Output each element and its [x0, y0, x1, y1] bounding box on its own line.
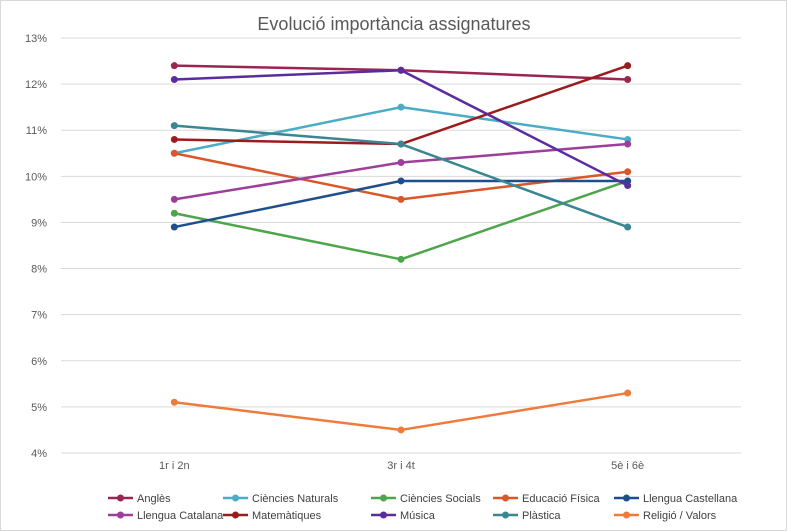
legend-item: Llengua Catalana: [108, 510, 224, 522]
legend-item: Ciències Socials: [371, 493, 481, 505]
data-point: [624, 389, 632, 397]
data-point: [624, 223, 632, 231]
data-point: [624, 62, 632, 70]
y-tick-label: 13%: [25, 33, 47, 45]
data-point: [170, 149, 178, 157]
x-tick-label: 1r i 2n: [159, 460, 190, 472]
chart-title: Evolució importància assignatures: [257, 14, 530, 34]
y-tick-label: 9%: [31, 217, 47, 229]
series-7: [170, 66, 632, 190]
legend-label: Ciències Naturals: [252, 493, 339, 505]
data-point: [170, 195, 178, 203]
y-tick-label: 10%: [25, 171, 47, 183]
y-tick-label: 5%: [31, 402, 47, 414]
legend-label: Religió / Valors: [643, 510, 717, 522]
y-tick-label: 7%: [31, 310, 47, 322]
series-lines: [170, 62, 632, 434]
y-tick-label: 4%: [31, 448, 47, 460]
data-point: [624, 140, 632, 148]
data-point: [170, 398, 178, 406]
data-point: [170, 223, 178, 231]
legend-label: Anglès: [137, 493, 171, 505]
legend-label: Llengua Catalana: [137, 510, 224, 522]
data-point: [624, 168, 632, 176]
legend-swatch-marker: [117, 511, 124, 519]
legend-label: Matemàtiques: [252, 510, 322, 522]
x-tick-label: 5è i 6è: [611, 460, 644, 472]
legend-item: Llengua Castellana: [614, 493, 738, 505]
series-9: [170, 389, 632, 434]
legend-label: Ciències Socials: [400, 493, 481, 505]
y-tick-label: 8%: [31, 264, 47, 276]
legend-item: Anglès: [108, 493, 171, 505]
data-point: [397, 426, 405, 434]
x-tick-label: 3r i 4t: [387, 460, 415, 472]
x-axis-ticks: 1r i 2n 3r i 4t 5è i 6è: [159, 460, 644, 472]
legend-label: Educació Física: [522, 493, 601, 505]
data-point: [397, 159, 405, 166]
legend-swatch-marker: [502, 511, 509, 519]
legend-swatch-marker: [502, 494, 509, 502]
series-8: [170, 122, 632, 231]
series-2: [170, 177, 632, 263]
y-tick-label: 11%: [26, 125, 47, 137]
data-point: [624, 182, 632, 190]
legend-swatch-marker: [117, 494, 124, 502]
series-line: [174, 179, 629, 261]
data-point: [397, 195, 405, 203]
legend-label: Llengua Castellana: [643, 493, 738, 505]
data-point: [624, 76, 632, 83]
legend-item: Ciències Naturals: [223, 493, 339, 505]
legend: Anglès Ciències Naturals Ciències Socials E…: [108, 493, 738, 522]
legend-swatch-marker: [232, 494, 239, 502]
legend-item: Música: [371, 510, 436, 522]
data-point: [397, 177, 405, 185]
data-point: [170, 209, 178, 217]
series-line: [174, 391, 628, 432]
grid-lines: [61, 37, 741, 454]
data-point: [397, 255, 405, 263]
legend-item: Plàstica: [493, 510, 561, 522]
data-point: [397, 103, 405, 111]
series-5: [170, 140, 632, 203]
legend-swatch-marker: [380, 511, 387, 519]
legend-item: Religió / Valors: [614, 510, 717, 522]
legend-swatch-marker: [232, 511, 239, 519]
legend-label: Plàstica: [522, 510, 561, 522]
data-point: [397, 140, 405, 148]
data-point: [170, 62, 178, 70]
legend-item: Matemàtiques: [223, 510, 322, 522]
data-point: [170, 76, 178, 83]
y-axis-ticks: 4% 5% 6% 7% 8% 9% 10% 11% 12% 13%: [25, 33, 47, 460]
y-tick-label: 12%: [25, 79, 47, 91]
data-point: [397, 66, 405, 74]
legend-item: Educació Física: [493, 493, 601, 505]
legend-swatch-marker: [380, 494, 387, 502]
legend-swatch-marker: [623, 494, 630, 502]
series-4: [170, 177, 632, 231]
data-point: [170, 135, 178, 143]
legend-swatch-marker: [623, 511, 630, 519]
data-point: [170, 122, 178, 130]
y-tick-label: 6%: [31, 356, 47, 368]
legend-label: Música: [400, 510, 436, 522]
